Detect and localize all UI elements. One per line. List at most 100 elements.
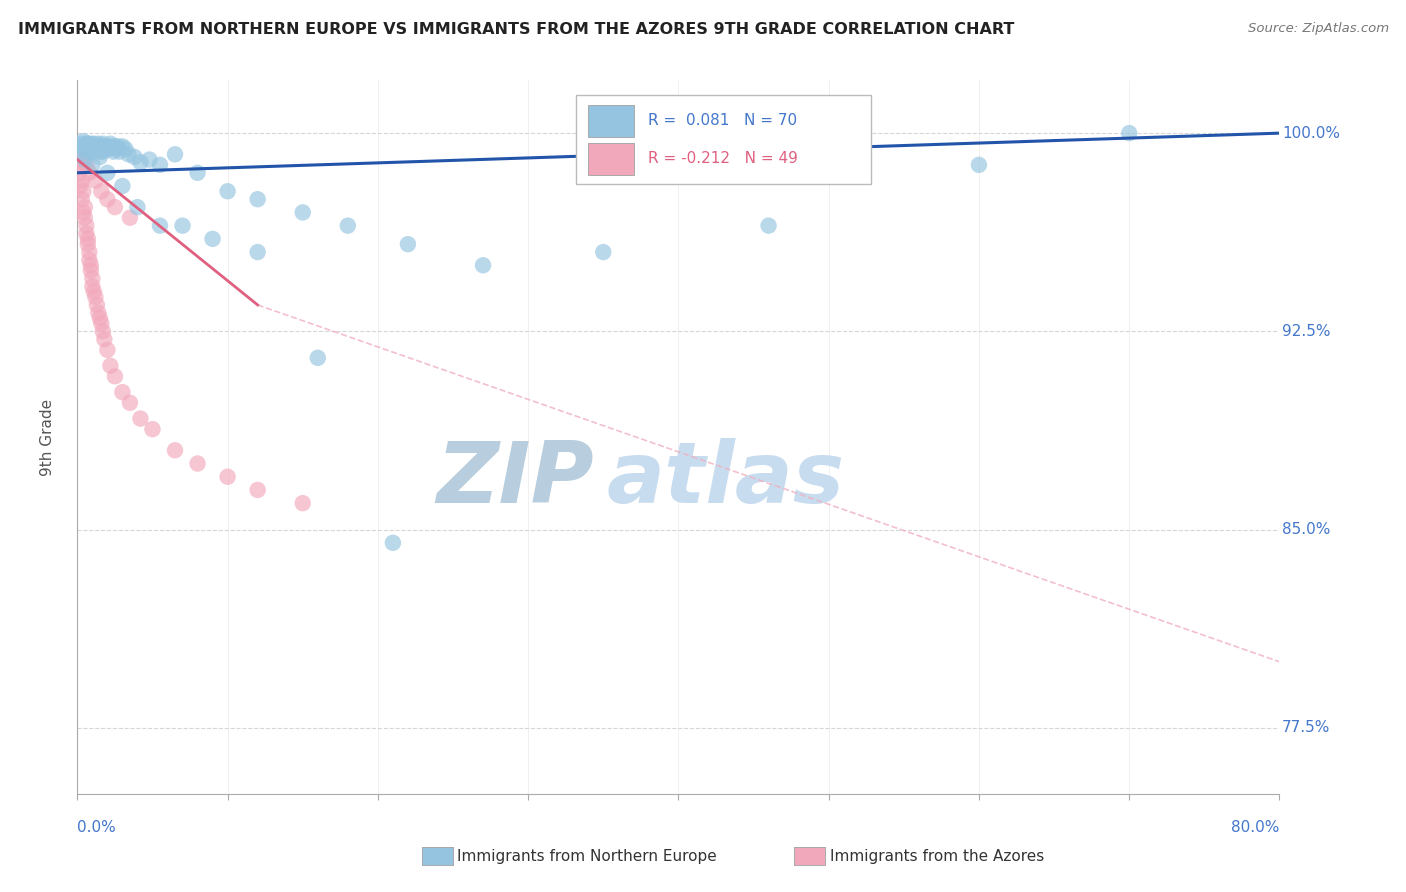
Text: 100.0%: 100.0% (1282, 126, 1340, 141)
Point (118, 395, 141, 409)
Point (100, 136, 122, 151)
Point (84, 139, 107, 153)
Point (96, 139, 118, 153)
Point (114, 142, 136, 156)
Point (141, 422, 163, 436)
Point (163, 443, 186, 458)
Point (758, 219, 780, 233)
Point (291, 496, 314, 510)
Point (73, 153, 96, 167)
Point (111, 385, 134, 400)
Point (104, 200, 127, 214)
Point (70, 192, 93, 206)
Point (86, 298, 108, 312)
Text: IMMIGRANTS FROM NORTHERN EUROPE VS IMMIGRANTS FROM THE AZORES 9TH GRADE CORRELAT: IMMIGRANTS FROM NORTHERN EUROPE VS IMMIG… (18, 22, 1015, 37)
Point (246, 245, 269, 260)
Point (90, 139, 112, 153)
Point (246, 483, 269, 497)
Point (75, 139, 97, 153)
Point (69, 147, 91, 161)
Point (80, 142, 103, 156)
Point (111, 179, 134, 194)
Point (72, 205, 94, 219)
Point (91, 324, 114, 338)
Point (72, 184, 94, 198)
Point (90, 317, 112, 331)
Point (87, 136, 110, 151)
Point (108, 145, 131, 159)
Point (76, 232, 98, 246)
Point (73, 142, 96, 156)
Point (96, 343, 118, 357)
Point (82, 271, 104, 285)
Point (118, 211, 141, 225)
Point (84, 142, 107, 156)
Point (70, 136, 93, 151)
Point (124, 150, 146, 164)
Point (89, 139, 111, 153)
Point (90, 142, 112, 156)
Text: Source: ZipAtlas.com: Source: ZipAtlas.com (1249, 22, 1389, 36)
Point (138, 153, 160, 167)
Point (87, 142, 110, 156)
Point (1118, 126, 1140, 140)
Point (83, 136, 105, 151)
Point (80, 258, 103, 272)
FancyBboxPatch shape (588, 143, 634, 175)
Point (89, 150, 111, 164)
Point (172, 219, 194, 233)
Point (75, 227, 97, 241)
Point (89, 311, 111, 326)
Point (76, 139, 98, 153)
Point (80, 136, 103, 151)
Point (67, 166, 90, 180)
Text: 0.0%: 0.0% (77, 821, 117, 835)
Point (80, 263, 103, 277)
Text: atlas: atlas (606, 438, 845, 522)
Point (104, 369, 127, 384)
FancyBboxPatch shape (588, 105, 634, 137)
Point (75, 158, 97, 172)
Text: 77.5%: 77.5% (1282, 721, 1330, 735)
Point (67, 147, 90, 161)
Point (336, 219, 359, 233)
Point (396, 237, 419, 252)
Point (76, 237, 98, 252)
Point (82, 145, 104, 159)
Point (217, 469, 239, 483)
Point (472, 258, 495, 272)
Point (186, 457, 209, 471)
Point (129, 411, 152, 425)
Point (149, 219, 172, 233)
Point (73, 200, 96, 214)
Text: ZIP: ZIP (437, 438, 595, 522)
Point (70, 174, 93, 188)
Point (91, 136, 114, 151)
Text: 80.0%: 80.0% (1232, 821, 1279, 835)
Text: Immigrants from Northern Europe: Immigrants from Northern Europe (457, 849, 717, 863)
Point (84, 290, 107, 304)
Point (163, 147, 186, 161)
Point (381, 536, 404, 550)
Point (79, 252, 101, 267)
Text: R = -0.212   N = 49: R = -0.212 N = 49 (648, 152, 799, 166)
Point (94, 142, 117, 156)
Point (76, 136, 98, 151)
Point (82, 279, 104, 293)
Point (104, 139, 127, 153)
Point (89, 145, 111, 159)
Point (592, 245, 614, 260)
Point (246, 192, 269, 206)
Point (93, 139, 115, 153)
Point (79, 145, 101, 159)
Point (83, 285, 105, 299)
Point (127, 200, 149, 214)
Point (217, 184, 239, 198)
Point (149, 158, 172, 172)
Point (69, 179, 91, 194)
Point (79, 245, 101, 260)
Point (100, 359, 122, 373)
Text: 9th Grade: 9th Grade (39, 399, 55, 475)
Point (105, 142, 128, 156)
Point (91, 145, 114, 159)
